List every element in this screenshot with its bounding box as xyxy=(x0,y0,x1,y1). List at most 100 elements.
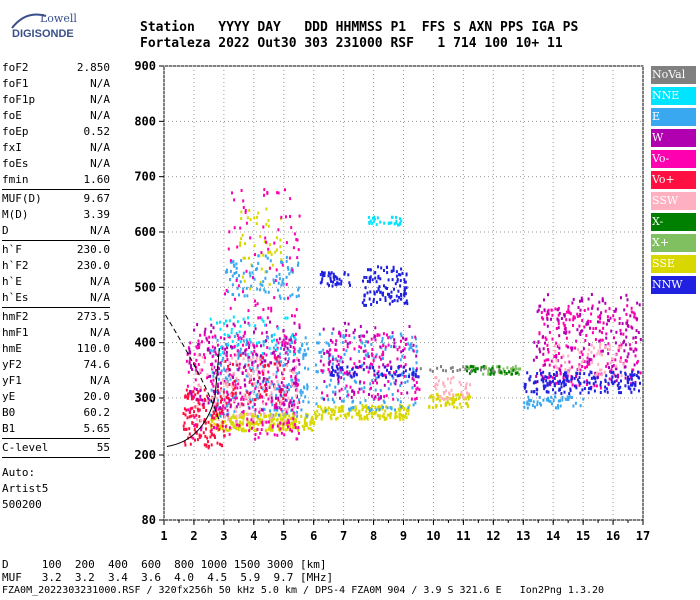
echo-point-ssw xyxy=(617,346,620,350)
x-tick-label: 8 xyxy=(370,529,377,543)
echo-point-nne xyxy=(290,334,293,338)
echo-point-sse xyxy=(347,413,350,417)
echo-point-vo xyxy=(221,424,224,428)
param-name: foEp xyxy=(2,125,29,138)
param-value: 2.850 xyxy=(76,61,110,74)
echo-point-vo xyxy=(188,432,191,436)
echo-point-x xyxy=(505,372,508,375)
echo-point-nnw xyxy=(366,279,369,283)
echo-point-vo xyxy=(211,355,214,359)
echo-point-nnw xyxy=(637,375,640,379)
echo-point-vo xyxy=(185,359,188,363)
echo-point-vo xyxy=(565,344,568,348)
param-row-fof2: foF2 2.850 xyxy=(2,60,110,76)
echo-point-vo xyxy=(282,384,285,388)
echo-point-nnw xyxy=(323,274,326,277)
echo-point-vo xyxy=(593,354,595,358)
echo-point-nnw xyxy=(340,282,343,286)
echo-point-vo xyxy=(568,330,571,334)
echo-point-vo xyxy=(197,398,200,402)
echo-point-e xyxy=(255,385,258,389)
echo-point-nnw xyxy=(560,382,563,386)
echo-point-e xyxy=(302,354,305,357)
echo-point-vo xyxy=(208,348,211,352)
echo-point-w xyxy=(230,345,232,349)
echo-point-sse xyxy=(243,279,246,283)
echo-point-vo xyxy=(295,238,298,241)
echo-point-sse xyxy=(279,251,282,255)
echo-point-e xyxy=(530,399,532,402)
echo-point-e xyxy=(232,396,235,400)
echo-point-sse xyxy=(321,409,324,413)
echo-point-e xyxy=(400,405,403,409)
echo-point-vo xyxy=(231,191,233,195)
echo-point-e xyxy=(262,280,265,284)
echo-point-nnw xyxy=(323,271,326,275)
echo-point-e xyxy=(295,295,298,299)
echo-point-vo xyxy=(626,304,629,308)
echo-point-vo xyxy=(198,434,201,438)
echo-point-sse xyxy=(267,219,270,223)
echo-point-vo xyxy=(614,309,617,313)
echo-point-sse xyxy=(394,415,397,419)
echo-point-w xyxy=(598,339,601,343)
echo-point-e xyxy=(399,332,402,336)
echo-point-e xyxy=(316,370,319,374)
echo-point-e xyxy=(343,377,345,381)
echo-point-ssw xyxy=(197,353,200,357)
echo-point-w xyxy=(579,312,582,316)
echo-point-ssw xyxy=(615,364,618,368)
echo-point-nnw xyxy=(386,266,388,269)
echo-point-w xyxy=(346,372,349,376)
echo-point-nne xyxy=(286,316,289,320)
echo-point-vo xyxy=(321,391,323,395)
echo-point-nnw xyxy=(336,365,338,369)
echo-point-ssw xyxy=(221,378,224,382)
echo-point-vo xyxy=(262,225,265,229)
echo-point-w xyxy=(556,373,558,377)
echo-point-ssw xyxy=(259,407,262,411)
echo-point-nnw xyxy=(613,380,616,384)
echo-point-e xyxy=(582,397,585,401)
echo-point-ssw xyxy=(287,407,289,411)
echo-point-sse xyxy=(257,211,260,215)
echo-point-e xyxy=(278,294,281,298)
echo-point-e xyxy=(306,414,309,418)
echo-point-vo xyxy=(628,343,631,347)
param-value: 20.0 xyxy=(83,390,111,403)
echo-point-e xyxy=(215,390,218,394)
echo-point-e xyxy=(261,387,264,391)
echo-point-sse xyxy=(273,417,276,421)
echo-point-vo xyxy=(547,348,549,351)
echo-point-e xyxy=(235,271,238,274)
echo-point-e xyxy=(367,352,369,356)
echo-point-e xyxy=(372,357,375,361)
echo-point-vo xyxy=(259,316,262,320)
echo-point-sse xyxy=(278,428,281,431)
echo-point-nnw xyxy=(557,382,560,385)
echo-point-vo xyxy=(275,375,278,379)
echo-point-w xyxy=(393,338,396,342)
echo-point-vo xyxy=(386,333,388,337)
echo-point-ssw xyxy=(590,343,593,347)
echo-point-nnw xyxy=(403,294,406,298)
param-name: MUF(D) xyxy=(2,192,42,205)
echo-point-sse xyxy=(278,424,281,428)
echo-point-vo xyxy=(563,324,566,327)
param-row-hes: h`Es N/A xyxy=(2,290,110,306)
echo-point-nnw xyxy=(624,371,627,375)
echo-point-vo xyxy=(575,384,578,388)
echo-point-vo xyxy=(331,340,334,344)
echo-point-sse xyxy=(314,413,317,417)
echo-point-sse xyxy=(269,423,272,427)
echo-point-e xyxy=(224,353,227,357)
echo-point-nnw xyxy=(368,297,371,301)
param-row-hf2: h`F2 230.0 xyxy=(2,258,110,274)
echo-point-vo xyxy=(225,390,228,394)
echo-point-nnw xyxy=(605,374,608,378)
echo-point-vo xyxy=(633,315,636,319)
echo-point-sse xyxy=(389,413,392,417)
echo-point-vo xyxy=(260,251,263,255)
echo-point-e xyxy=(219,414,222,418)
echo-point-vo xyxy=(249,400,252,404)
